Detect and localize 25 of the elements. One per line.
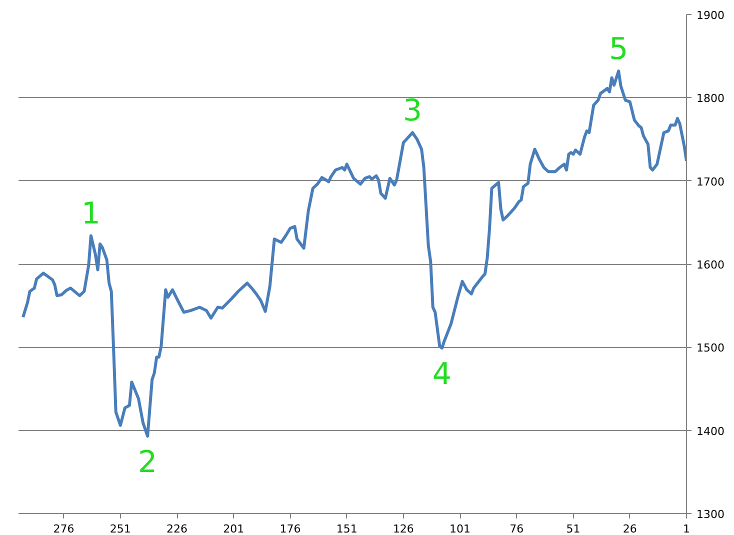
x-tick-label: 101	[450, 522, 471, 535]
line-series	[22, 70, 686, 438]
y-tick-label: 1700	[696, 175, 724, 188]
annotation: 4	[432, 357, 452, 392]
x-tick-label: 276	[53, 522, 74, 535]
x-tick-label: 26	[622, 522, 637, 535]
x-tick-label: 251	[110, 522, 131, 535]
x-tick-label: 176	[280, 522, 301, 535]
annotation: 3	[402, 94, 422, 129]
x-tick-label: 126	[392, 522, 414, 535]
y-tick-label: 1500	[696, 342, 724, 355]
y-tick-label: 1300	[696, 508, 724, 521]
x-tick-label: 201	[223, 522, 244, 535]
y-tick-label: 1600	[696, 258, 724, 272]
annotation: 5	[609, 32, 628, 68]
x-tick-label: 226	[166, 522, 188, 535]
y-tick-label: 1400	[696, 424, 724, 438]
x-tick-label: 76	[510, 522, 524, 535]
x-tick-label: 1	[683, 522, 690, 535]
y-tick-label: 1900	[696, 9, 724, 22]
x-tick-label: 151	[336, 522, 358, 535]
annotation: 2	[138, 445, 158, 480]
y-tick-label: 1800	[696, 92, 724, 106]
annotation: 1	[81, 196, 101, 232]
x-tick-label: 51	[566, 522, 580, 535]
